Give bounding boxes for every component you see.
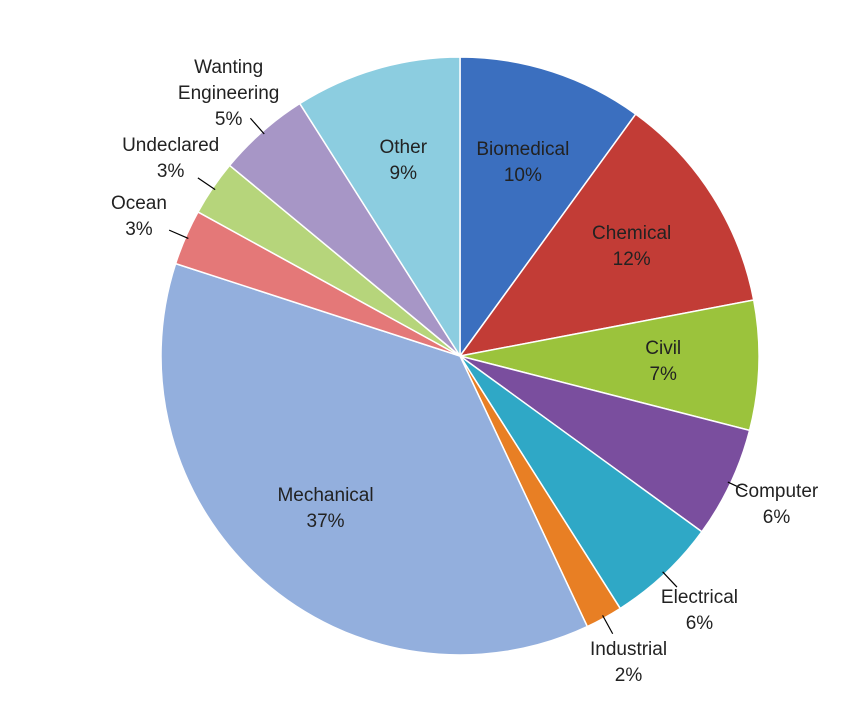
value-label: 7%: [649, 364, 677, 386]
value-label: 3%: [156, 161, 185, 183]
category-label: Biomedical: [476, 138, 570, 160]
value-label: 3%: [125, 219, 153, 241]
pie-slice: [459, 299, 760, 432]
slice-label: Industrial 2%: [564, 637, 694, 689]
leader-line: [249, 117, 265, 135]
value-label: 10%: [503, 164, 542, 186]
slice-label: Biomedical 10%: [458, 137, 588, 189]
category-label: Computer: [734, 480, 819, 502]
slice-label: Chemical 12%: [567, 221, 697, 273]
value-label: 37%: [306, 510, 345, 532]
category-label: Mechanical: [277, 484, 374, 506]
value-label: 5%: [214, 108, 243, 130]
slice-label: Undeclared 3%: [106, 133, 236, 185]
category-label: Electrical: [660, 587, 738, 608]
slice-label: Wanting Engineering 5%: [164, 55, 294, 133]
slice-label: Other 9%: [338, 135, 468, 187]
leader-line: [662, 571, 678, 588]
category-label: Other: [379, 136, 428, 158]
leader-line: [197, 177, 216, 191]
slice-label: Ocean 3%: [74, 191, 204, 243]
slice-label: Civil 7%: [598, 336, 728, 388]
value-label: 12%: [612, 249, 651, 271]
value-label: 6%: [685, 613, 714, 634]
leader-line: [727, 481, 748, 492]
value-label: 2%: [614, 664, 643, 686]
pie-slice: [458, 113, 755, 358]
category-label: Chemical: [592, 223, 672, 245]
leader-line: [168, 229, 189, 239]
value-label: 6%: [762, 506, 791, 528]
category-label: Ocean: [110, 193, 167, 215]
category-label: Wanting Engineering: [177, 56, 280, 104]
value-label: 9%: [389, 162, 417, 184]
slice-label: Mechanical 37%: [261, 483, 391, 535]
slice-label: Electrical 6%: [634, 585, 764, 637]
pie-slice: [298, 56, 461, 359]
category-label: Undeclared: [122, 135, 220, 157]
slice-label: Computer 6%: [712, 479, 842, 531]
pie-slice: [160, 262, 589, 656]
leader-line: [602, 615, 614, 635]
category-label: Civil: [645, 338, 682, 360]
pie-slice: [459, 56, 637, 359]
category-label: Industrial: [589, 638, 668, 660]
